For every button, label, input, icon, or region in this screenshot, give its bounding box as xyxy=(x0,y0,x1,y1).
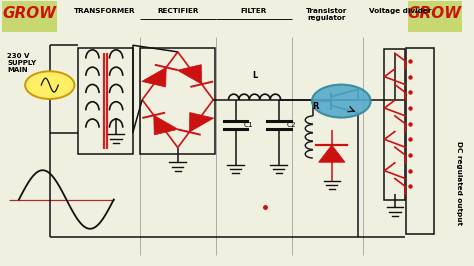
Text: RECTIFIER: RECTIFIER xyxy=(157,8,199,14)
Text: TRANSFORMER: TRANSFORMER xyxy=(73,8,135,14)
Text: L: L xyxy=(252,71,258,80)
FancyBboxPatch shape xyxy=(2,1,57,32)
Text: Voltage divider: Voltage divider xyxy=(369,8,432,14)
Text: C1: C1 xyxy=(243,122,253,128)
Bar xyxy=(406,48,434,234)
Bar xyxy=(78,48,133,154)
Text: C2: C2 xyxy=(286,122,296,128)
Bar xyxy=(140,48,215,154)
FancyBboxPatch shape xyxy=(408,1,462,32)
Polygon shape xyxy=(154,115,178,135)
Polygon shape xyxy=(142,67,166,87)
Polygon shape xyxy=(319,145,345,162)
Text: 230 V
SUPPLY
MAIN: 230 V SUPPLY MAIN xyxy=(7,53,36,73)
Text: Transistor
regulator: Transistor regulator xyxy=(306,8,348,21)
Text: R: R xyxy=(312,102,319,111)
Polygon shape xyxy=(189,113,214,132)
Text: GROW: GROW xyxy=(2,6,57,22)
Polygon shape xyxy=(177,65,202,84)
Text: FILTER: FILTER xyxy=(240,8,267,14)
Circle shape xyxy=(25,71,74,99)
Circle shape xyxy=(312,85,371,118)
Text: DC regulated output: DC regulated output xyxy=(456,141,462,225)
Text: GROW: GROW xyxy=(408,6,462,22)
Bar xyxy=(384,49,405,200)
